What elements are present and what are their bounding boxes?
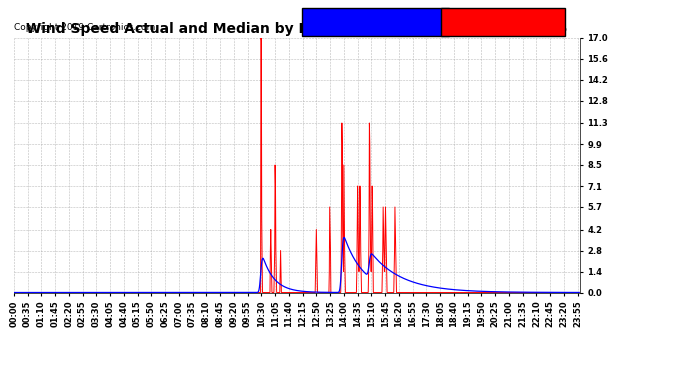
Title: Wind Speed Actual and Median by Minute (24 Hours) (Old) 20190105: Wind Speed Actual and Median by Minute (…	[26, 22, 567, 36]
FancyBboxPatch shape	[302, 8, 449, 36]
FancyBboxPatch shape	[441, 8, 566, 36]
Text: Copyright 2019 Cartronics.com: Copyright 2019 Cartronics.com	[14, 23, 155, 32]
Text: Median (mph): Median (mph)	[340, 18, 411, 27]
Text: Wind (mph): Wind (mph)	[473, 18, 533, 27]
